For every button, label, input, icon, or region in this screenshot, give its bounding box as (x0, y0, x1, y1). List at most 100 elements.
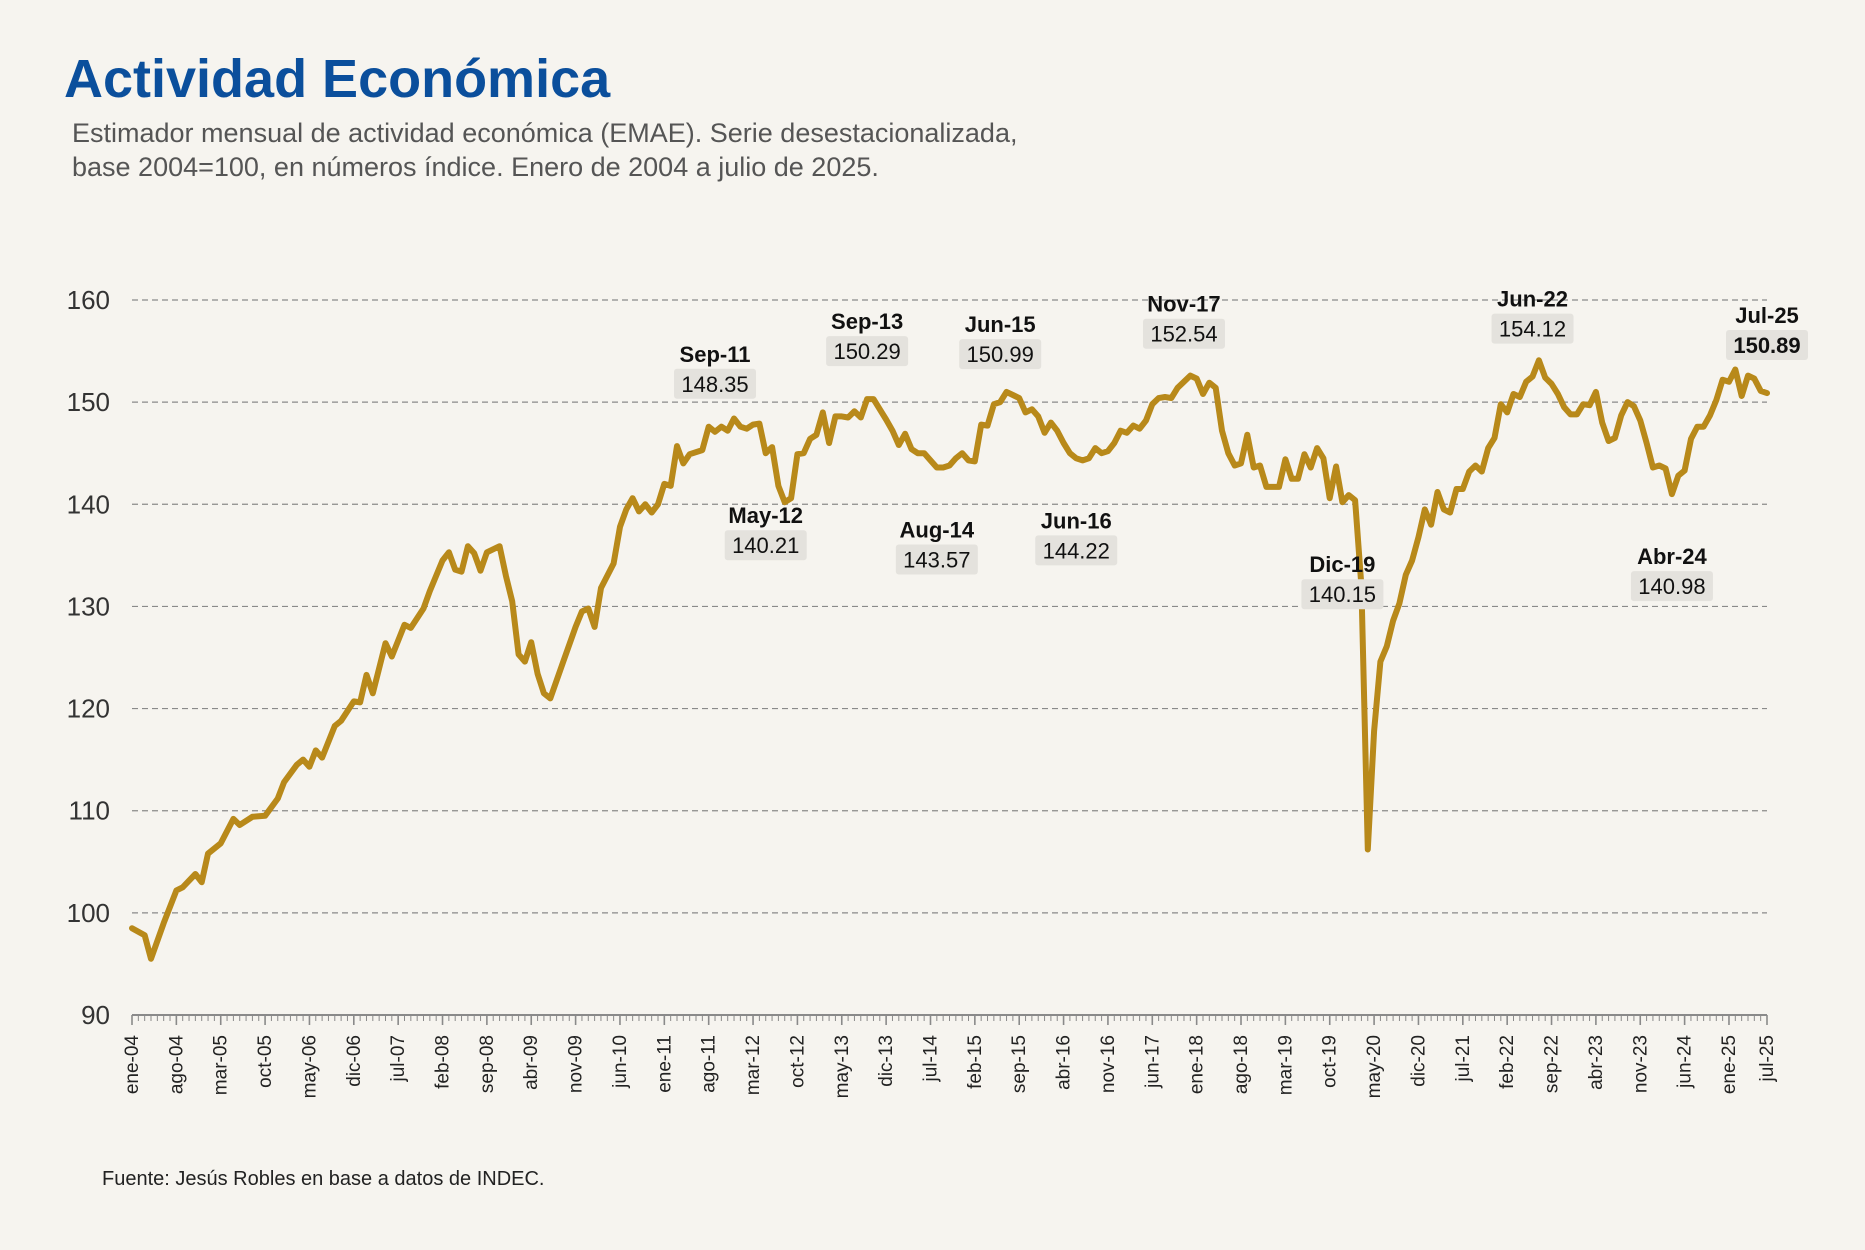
annotation-abr-24: Abr-24 140.98 (1630, 544, 1713, 602)
annotation-value: 150.29 (833, 339, 900, 364)
x-tick-label: sep-15 (1009, 1035, 1030, 1093)
annotation-date: Sep-11 (680, 342, 751, 367)
annotation-date: Abr-24 (1637, 544, 1707, 569)
x-tick-label: jul-21 (1453, 1035, 1474, 1082)
x-tick-label: ene-04 (122, 1035, 143, 1095)
x-tick-label: nov-09 (566, 1035, 587, 1093)
y-tick-label: 100 (67, 898, 110, 928)
annotation-value-box (724, 530, 807, 561)
annotation-value-box (674, 368, 757, 399)
x-tick-label: oct-05 (255, 1035, 276, 1088)
y-tick-label: 90 (81, 1000, 110, 1030)
annotation-value-box (1491, 313, 1574, 344)
annotation-value: 140.21 (732, 533, 799, 558)
annotation-value: 140.15 (1309, 582, 1376, 607)
annotation-value-box (1142, 318, 1225, 349)
x-tick-label: ene-18 (1187, 1035, 1208, 1094)
x-tick-label: mar-05 (211, 1035, 232, 1095)
gridlines (132, 299, 1767, 914)
x-tick-label: ago-11 (699, 1035, 720, 1093)
annotation-sep-13: Sep-13 150.29 (826, 309, 909, 367)
x-tick-label: may-20 (1364, 1035, 1385, 1098)
x-tick-label: mar-12 (743, 1035, 764, 1095)
annotation-value-box (895, 544, 978, 575)
annotation-may-12: May-12 140.21 (724, 503, 807, 561)
annotation-value: 150.89 (1733, 333, 1800, 358)
x-tick-label: dic-06 (344, 1035, 365, 1087)
subtitle-line-2: base 2004=100, en números índice. Enero … (72, 152, 879, 182)
annotation-jun-22: Jun-22 154.12 (1491, 287, 1574, 344)
annotation-jun-16: Jun-16 144.22 (1035, 508, 1118, 566)
x-tick-label: oct-19 (1320, 1035, 1341, 1088)
annotation-value-box (1035, 535, 1118, 566)
x-axis: ene-04 ago-04 mar-05 oct-05 may-06 dic-06 jul-… (122, 1014, 1778, 1098)
annotation-value: 148.35 (681, 372, 748, 397)
x-tick-label: jul-14 (920, 1035, 941, 1083)
x-tick-label: abr-23 (1586, 1035, 1607, 1090)
annotation-sep-11: Sep-11 148.35 (674, 342, 757, 399)
annotation-value: 154.12 (1499, 317, 1566, 342)
series-line (129, 357, 1770, 962)
annotation-value: 144.22 (1043, 538, 1110, 563)
annotation-value-box (1726, 330, 1808, 361)
x-tick-label: ene-11 (654, 1035, 675, 1093)
annotation-aug-14: Aug-14 143.57 (895, 518, 978, 575)
annotation-date: Jun-15 (965, 312, 1036, 337)
annotation-date: Jun-22 (1497, 287, 1568, 312)
x-tick-label: ago-18 (1231, 1035, 1252, 1094)
x-tick-label: nov-16 (1098, 1035, 1119, 1093)
annotation-date: Nov-17 (1147, 292, 1220, 317)
annotation-dic-19: Dic-19 140.15 (1301, 552, 1384, 610)
annotation-date: May-12 (728, 503, 803, 528)
y-axis: 90 100 110 120 130 140 150 160 (67, 285, 110, 1030)
y-tick-label: 140 (67, 489, 110, 519)
x-tick-label: may-06 (299, 1035, 320, 1098)
annotation-value: 143.57 (903, 548, 970, 573)
annotations: Sep-11 148.35 May-12 140.21 Sep-13 150.29 Aug-… (674, 287, 1808, 610)
annotation-value: 140.98 (1638, 574, 1705, 599)
annotation-jul-25: Jul-25 150.89 (1726, 303, 1808, 361)
annotation-value-box (959, 339, 1042, 370)
x-tick-label: feb-08 (433, 1035, 454, 1089)
annotation-value-box (1630, 571, 1713, 602)
x-tick-label: may-13 (832, 1035, 853, 1098)
y-tick-label: 110 (69, 796, 110, 826)
chart-title: Actividad Económica (64, 49, 611, 109)
annotation-value-box (1301, 579, 1384, 610)
x-tick-label: dic-20 (1408, 1035, 1429, 1087)
y-tick-label: 160 (67, 285, 110, 315)
y-tick-label: 130 (67, 591, 110, 621)
annotation-value-box (826, 336, 909, 367)
annotation-value: 152.54 (1150, 322, 1217, 347)
subtitle-line-1: Estimador mensual de actividad económica… (72, 118, 1018, 148)
annotation-date: Dic-19 (1309, 552, 1375, 577)
x-tick-label: dic-13 (876, 1035, 897, 1087)
x-tick-label: feb-22 (1497, 1035, 1518, 1089)
source-note: Fuente: Jesús Robles en base a datos de … (102, 1168, 545, 1190)
x-tick-label: ago-04 (166, 1035, 187, 1095)
chart-subtitle: Estimador mensual de actividad económica… (72, 116, 1172, 184)
y-tick-label: 150 (67, 387, 110, 417)
x-tick-label: jun-10 (610, 1035, 631, 1089)
x-tick-label: mar-19 (1275, 1035, 1296, 1095)
x-tick-label: abr-16 (1054, 1035, 1075, 1090)
x-tick-label: ene-25 (1719, 1035, 1740, 1094)
annotation-date: Aug-14 (900, 518, 975, 543)
annotation-nov-17: Nov-17 152.54 (1142, 292, 1225, 349)
annotation-value: 150.99 (967, 342, 1034, 367)
annotation-date: Jun-16 (1041, 508, 1112, 533)
x-tick-label: nov-23 (1630, 1035, 1651, 1093)
x-tick-label: jun-24 (1675, 1035, 1696, 1089)
annotation-jun-15: Jun-15 150.99 (959, 312, 1042, 370)
x-tick-label: jun-17 (1142, 1035, 1163, 1089)
x-tick-label: sep-08 (477, 1035, 498, 1093)
x-tick-label: abr-09 (521, 1035, 542, 1090)
series-emae (129, 357, 1770, 962)
annotation-date: Sep-13 (831, 309, 903, 334)
y-tick-label: 120 (67, 694, 110, 724)
annotation-date: Jul-25 (1735, 303, 1799, 328)
x-tick-label: feb-15 (965, 1035, 986, 1089)
x-tick-label: oct-12 (787, 1035, 808, 1088)
x-tick-label: jul-25 (1757, 1035, 1778, 1082)
